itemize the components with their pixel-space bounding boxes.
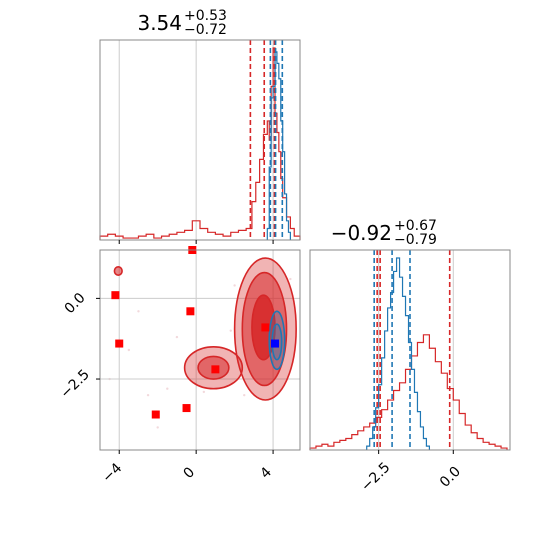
scatter-point-faint (127, 348, 131, 352)
axes-frame (99, 39, 301, 241)
panel-title-value: 3.54 (137, 11, 182, 35)
panel-title-minus: −0.72 (184, 22, 227, 38)
scatter-point-faint (175, 335, 179, 339)
x-tick-label: 0.0 (437, 464, 464, 491)
axes-frame (99, 249, 301, 451)
marker-red-square (111, 291, 120, 300)
scatter-point-faint (146, 393, 150, 397)
scatter-point-faint (202, 390, 206, 394)
x-tick-label: −4 (99, 460, 125, 486)
y-tick-label: −2.5 (57, 367, 92, 402)
panel-hist-x: 3.54 +0.53−0.72 (99, 8, 301, 244)
scatter-point-faint (229, 329, 232, 332)
axes-frame (309, 249, 511, 451)
scatter-point-faint (243, 393, 246, 397)
scatter-point-faint (156, 426, 159, 429)
histogram-red (309, 334, 508, 450)
marker-blue-square (271, 339, 279, 348)
marker-red-square (211, 365, 220, 374)
panel-hist-y: −2.5 0.0 −0.92 +0.67−0.79 (309, 218, 511, 495)
panel-title-value: −0.92 (331, 221, 392, 245)
panel-scatter-xy: −4 0 4 0.0 −2.5 (57, 246, 301, 486)
y-tick-label: 0.0 (62, 290, 89, 317)
scatter-point-faint (289, 277, 292, 281)
histogram-blue (366, 257, 431, 450)
panel-title-plus: +0.67 (394, 218, 437, 234)
x-tick-label: −2.5 (358, 459, 393, 494)
marker-red-square (182, 404, 191, 413)
scatter-point-faint (137, 310, 140, 313)
scatter-point-faint (233, 284, 236, 287)
scatter-point-faint (166, 387, 169, 390)
panel-title-minus: −0.79 (394, 232, 437, 248)
marker-red-square (261, 323, 270, 332)
marker-red-square (186, 307, 195, 316)
marker-red-square (151, 410, 160, 419)
x-tick-label: 0 (181, 464, 199, 482)
panel-title-plus: +0.53 (184, 8, 227, 24)
contour-red-mid (113, 265, 123, 276)
marker-red-square (115, 339, 124, 348)
histogram-red (99, 47, 301, 240)
x-tick-label: 4 (257, 464, 275, 482)
